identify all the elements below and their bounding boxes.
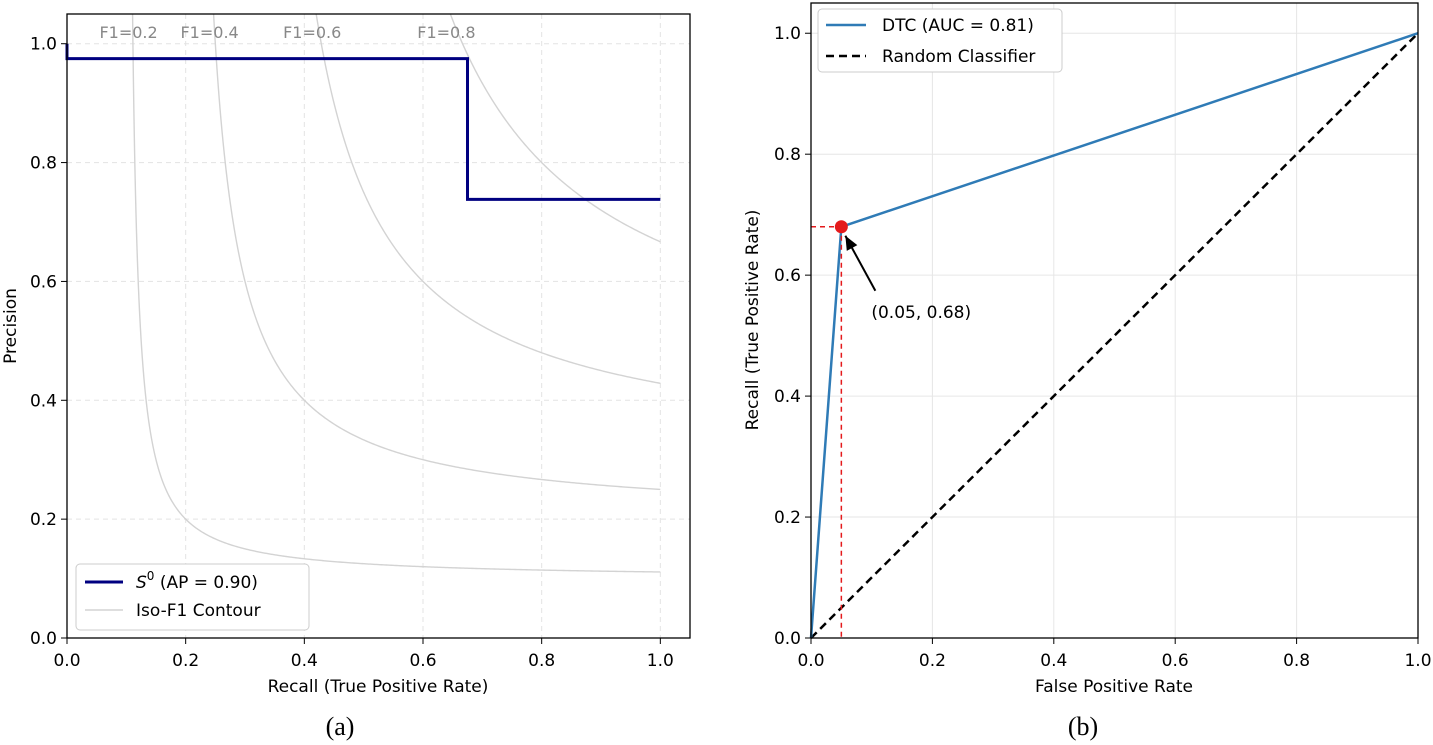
b-y-tick-label-5: 1.0 [774, 24, 801, 44]
b-highlight: (0.05, 0.68) [811, 220, 971, 638]
a-iso-f1-label-2: F1=0.6 [283, 23, 341, 42]
a-iso-f1-curve-1 [212, 14, 661, 491]
a-legend: S0 (AP = 0.90) Iso-F1 Contour [75, 563, 310, 631]
a-legend-box [75, 563, 310, 631]
a-x-tick-label-3: 0.6 [409, 651, 436, 671]
b-series [809, 32, 1419, 639]
b-legend-label-dtc: DTC (AUC = 0.81) [882, 16, 1034, 36]
a-series-s0-line [65, 43, 661, 201]
b-legend-box [817, 8, 1063, 73]
b-legend: DTC (AUC = 0.81) Random Classifier [817, 8, 1063, 73]
b-caption: (b) [1068, 712, 1098, 741]
a-x-tick-label-0: 0.0 [53, 651, 80, 671]
a-caption: (a) [326, 712, 355, 741]
a-y-tick-label-4: 0.8 [30, 154, 57, 174]
a-grid [66, 14, 690, 639]
a-x-tick-label-2: 0.4 [291, 651, 318, 671]
b-y-tick-label-0: 0.0 [774, 629, 801, 649]
a-y-tick-label-3: 0.6 [30, 272, 57, 292]
b-y-tick-label-1: 0.2 [774, 508, 801, 528]
b-x-tick-label-0: 0.0 [797, 651, 824, 671]
b-x-axis-label: False Positive Rate [1035, 677, 1193, 697]
b-x-tick-label-3: 0.6 [1162, 651, 1189, 671]
b-highlight-point [834, 220, 848, 234]
a-ticks: 0.0 0.2 0.4 0.6 0.8 1.0 0.0 0.2 0.4 0.6 0.8 1.0 [30, 35, 674, 671]
b-x-tick-label-4: 0.8 [1283, 651, 1310, 671]
b-annotation-arrow-head [845, 235, 858, 251]
a-iso-f1-curves [131, 14, 661, 573]
b-annotation-label: (0.05, 0.68) [871, 303, 971, 323]
a-iso-f1-curve-3 [449, 14, 661, 243]
a-y-tick-label-5: 1.0 [30, 35, 57, 55]
a-series [65, 43, 661, 201]
a-iso-f1-label-0: F1=0.2 [99, 23, 157, 42]
a-x-tick-label-5: 1.0 [647, 651, 674, 671]
a-y-tick-label-2: 0.4 [30, 391, 57, 411]
a-x-tick-label-4: 0.8 [528, 651, 555, 671]
a-y-tick-label-1: 0.2 [30, 510, 57, 530]
a-iso-f1-label-1: F1=0.4 [180, 23, 238, 42]
b-ticks: 0.0 0.2 0.4 0.6 0.8 1.0 0.0 0.2 0.4 0.6 0.8 1.0 [774, 24, 1432, 671]
a-legend-label-s0: S0 (AP = 0.90) [136, 569, 258, 593]
b-x-tick-label-1: 0.2 [919, 651, 946, 671]
b-y-tick-label-4: 0.8 [774, 145, 801, 165]
b-y-axis-label: Recall (True Positive Rate) [743, 210, 763, 431]
a-y-axis-label: Precision [1, 288, 21, 364]
a-x-tick-label-1: 0.2 [172, 651, 199, 671]
panel-b-roc-chart: (0.05, 0.68) 0.0 0.2 0.4 0.6 0.8 1.0 0.0 0.2 0.4… [743, 2, 1432, 741]
a-iso-f1-label-3: F1=0.8 [417, 23, 475, 42]
b-legend-label-random: Random Classifier [882, 47, 1035, 67]
b-x-tick-label-5: 1.0 [1404, 651, 1431, 671]
b-x-tick-label-2: 0.4 [1040, 651, 1067, 671]
a-y-tick-label-0: 0.0 [30, 629, 57, 649]
a-legend-label-iso-f1: Iso-F1 Contour [136, 601, 261, 621]
b-series-random-line [810, 32, 1419, 639]
b-y-tick-label-2: 0.4 [774, 387, 801, 407]
b-y-tick-label-3: 0.6 [774, 266, 801, 286]
a-iso-f1-curve-2 [315, 14, 661, 384]
a-x-axis-label: Recall (True Positive Rate) [268, 677, 489, 697]
a-plot-frame [66, 13, 691, 639]
panel-a-precision-recall-chart: 0.0 0.2 0.4 0.6 0.8 1.0 0.0 0.2 0.4 0.6 0.8 1.0 Rec… [1, 13, 691, 741]
b-plot-frame [810, 2, 1419, 639]
a-iso-f1-curve-0 [131, 14, 661, 573]
